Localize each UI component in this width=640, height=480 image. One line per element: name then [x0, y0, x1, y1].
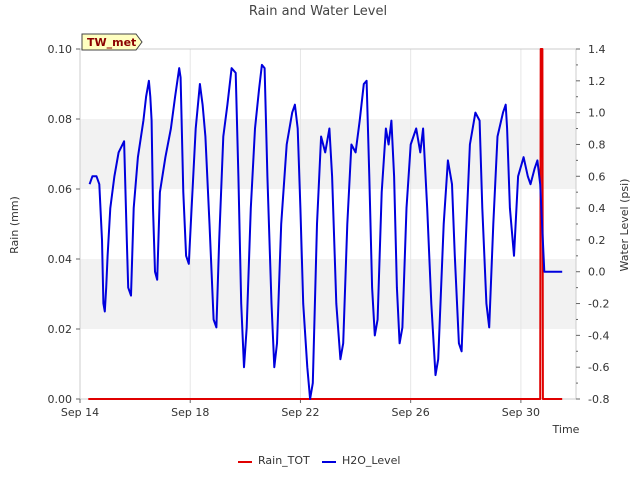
right-tick-label: 0.6 [588, 170, 606, 183]
left-tick-label: 0.00 [48, 393, 73, 406]
background-band [80, 119, 576, 189]
series-line-rain-tot [88, 48, 563, 400]
right-tick-label: 0.4 [588, 202, 606, 215]
right-axis-title: Water Level (psi) [618, 179, 631, 272]
left-axis: 0.00 0.02 0.04 0.06 0.08 0.10 [48, 43, 80, 406]
x-tick-label: Sep 22 [281, 406, 319, 419]
x-tick-label: Sep 18 [171, 406, 209, 419]
site-label: TW_met [87, 36, 136, 49]
right-tick-label: -0.8 [588, 393, 609, 406]
right-tick-label: 0.8 [588, 138, 606, 151]
left-tick-label: 0.02 [48, 323, 73, 336]
series-layer [88, 48, 563, 400]
x-axis: Sep 14 Sep 18 Sep 22 Sep 26 Sep 30 [61, 399, 540, 419]
right-axis: -0.8 -0.6 -0.4 -0.2 0.0 0.2 0.4 0.6 0.8 1.0 1.2 1.4 [576, 43, 609, 406]
right-tick-label: 0.0 [588, 266, 606, 279]
x-axis-title: Time [552, 423, 580, 436]
right-tick-label: -0.6 [588, 361, 609, 374]
right-tick-label: -0.4 [588, 329, 609, 342]
left-tick-label: 0.10 [48, 43, 73, 56]
left-tick-label: 0.08 [48, 113, 73, 126]
x-tick-label: Sep 26 [392, 406, 430, 419]
x-tick-label: Sep 14 [61, 406, 99, 419]
x-tick-label: Sep 30 [502, 406, 540, 419]
background-bands [80, 119, 576, 329]
series-line-h2o-level [88, 63, 563, 400]
left-tick-label: 0.06 [48, 183, 73, 196]
legend-label-rain-tot: Rain_TOT [258, 454, 310, 467]
left-axis-title: Rain (mm) [8, 196, 21, 254]
site-label-box: TW_met [81, 33, 143, 51]
background-band [80, 259, 576, 329]
legend-label-h2o-level: H2O_Level [342, 454, 400, 467]
right-tick-label: -0.2 [588, 298, 609, 311]
right-tick-label: 1.4 [588, 43, 606, 56]
legend: Rain_TOT H2O_Level [238, 454, 400, 467]
site-label-frame [81, 33, 143, 51]
right-tick-label: 1.2 [588, 75, 606, 88]
right-tick-label: 0.2 [588, 234, 606, 247]
right-tick-label: 1.0 [588, 107, 606, 120]
chart-title: Rain and Water Level [249, 4, 387, 19]
left-tick-label: 0.04 [48, 253, 73, 266]
